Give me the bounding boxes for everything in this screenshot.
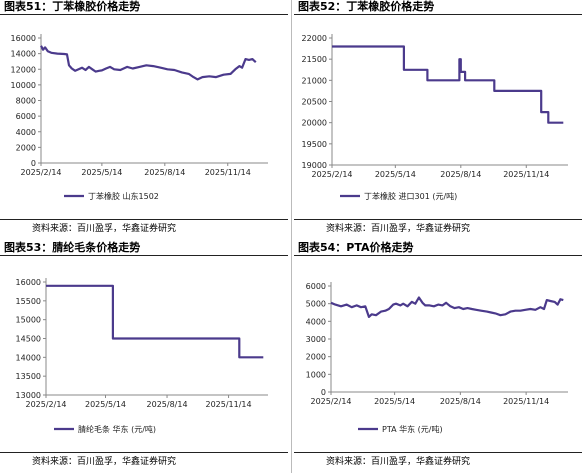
title-divider [294, 14, 582, 15]
chart-svg: 0 1000 2000 3000 4000 5000 6000 2025/2/14 2025/5… [306, 282, 568, 434]
title-divider [294, 255, 582, 256]
source-divider [294, 452, 582, 453]
x-tick-label: 2025/5/14 [374, 397, 415, 406]
legend-label: PTA 华东 (元/吨) [382, 424, 443, 434]
x-tick-label: 2025/5/14 [375, 170, 416, 179]
x-tick-label: 2025/5/14 [85, 400, 126, 409]
y-tick-label: 5000 [306, 300, 326, 309]
y-tick-label: 1000 [306, 370, 326, 379]
x-tick-label: 2025/2/14 [310, 397, 351, 406]
source-note: 资料来源：百川盈孚，华鑫证券研究 [32, 457, 177, 467]
y-tick-label: 14500 [16, 335, 41, 344]
chart-title: 图表53：腈纶毛条价格走势 [4, 241, 141, 254]
y-tick-label: 0 [31, 159, 36, 168]
legend-label: 丁苯橡胶 山东1502 [88, 191, 159, 201]
chart-title: 图表52：丁苯橡胶价格走势 [298, 0, 435, 13]
source-divider [0, 219, 288, 220]
x-tick-label: 2025/11/14 [206, 400, 252, 409]
y-tick-label: 6000 [306, 282, 326, 291]
y-tick-label: 10000 [11, 81, 36, 90]
y-tick-label: 2000 [306, 353, 326, 362]
x-tick-label: 2025/11/14 [503, 397, 549, 406]
y-tick-label: 4000 [306, 317, 326, 326]
chart-svg: 19000 19500 20000 20500 21000 21500 22000 2025/… [302, 34, 568, 201]
title-divider [0, 255, 288, 256]
y-tick-label: 13000 [16, 391, 41, 400]
y-tick-label: 14000 [16, 353, 41, 362]
x-tick-label: 2025/8/14 [440, 170, 481, 179]
chart-title: 图表54：PTA价格走势 [298, 241, 414, 254]
x-tick-label: 2025/8/14 [440, 397, 481, 406]
y-tick-label: 2000 [16, 143, 36, 152]
y-tick-label: 16000 [11, 34, 36, 43]
y-tick-label: 12000 [11, 65, 36, 74]
source-note: 资料来源：百川盈孚，华鑫证券研究 [326, 224, 471, 234]
y-tick-label: 15000 [16, 316, 41, 325]
y-tick-label: 14000 [11, 50, 36, 59]
chart-svg: 0 2000 4000 6000 8000 10000 12000 14000 16000 202… [11, 34, 268, 201]
y-tick-label: 13500 [16, 372, 41, 381]
x-tick-label: 2025/5/14 [81, 168, 122, 177]
x-tick-label: 2025/2/14 [20, 168, 61, 177]
y-tick-label: 22000 [302, 34, 327, 43]
source-note: 资料来源：百川盈孚，华鑫证券研究 [32, 224, 177, 234]
series-line [332, 45, 564, 124]
source-divider [0, 452, 288, 453]
chart-panel-54: 图表54：PTA价格走势 0 1000 2000 3000 4000 5000 6000 20… [294, 241, 582, 473]
legend-label: 丁苯橡胶 进口301 (元/吨) [364, 191, 457, 201]
title-divider [0, 14, 288, 15]
source-divider [294, 219, 582, 220]
chart-panel-53: 图表53：腈纶毛条价格走势 13000 13500 14000 14500 15000 1… [0, 241, 288, 473]
chart-panel-52: 图表52：丁苯橡胶价格走势 19000 19500 20000 20500 21000 2… [294, 0, 582, 236]
y-tick-label: 21000 [302, 76, 327, 85]
y-tick-label: 0 [321, 388, 326, 397]
x-tick-label: 2025/2/14 [25, 400, 66, 409]
chart-svg: 13000 13500 14000 14500 15000 15500 16000 2025/… [16, 278, 268, 434]
y-tick-label: 20500 [302, 98, 327, 107]
series-line [46, 284, 264, 359]
x-tick-label: 2025/8/14 [144, 168, 185, 177]
y-tick-label: 3000 [306, 335, 326, 344]
y-tick-label: 21500 [302, 55, 327, 64]
source-note: 资料来源：百川盈孚，华鑫证券研究 [326, 457, 471, 467]
series-line [40, 45, 257, 81]
x-tick-label: 2025/11/14 [503, 170, 549, 179]
y-tick-label: 15500 [16, 297, 41, 306]
series-line [330, 296, 564, 319]
y-tick-label: 19500 [302, 140, 327, 149]
y-tick-label: 8000 [16, 97, 36, 106]
y-tick-label: 4000 [16, 128, 36, 137]
column-separator [291, 0, 292, 473]
legend-label: 腈纶毛条 华东 (元/吨) [78, 424, 156, 434]
y-tick-label: 19000 [302, 161, 327, 170]
y-tick-label: 16000 [16, 278, 41, 287]
y-tick-label: 6000 [16, 112, 36, 121]
x-tick-label: 2025/11/14 [205, 168, 251, 177]
chart-panel-51: 图表51：丁苯橡胶价格走势 0 2000 4000 6000 8000 10000 1200… [0, 0, 288, 236]
y-tick-label: 20000 [302, 119, 327, 128]
chart-title: 图表51：丁苯橡胶价格走势 [4, 0, 141, 13]
x-tick-label: 2025/8/14 [147, 400, 188, 409]
x-tick-label: 2025/2/14 [311, 170, 352, 179]
